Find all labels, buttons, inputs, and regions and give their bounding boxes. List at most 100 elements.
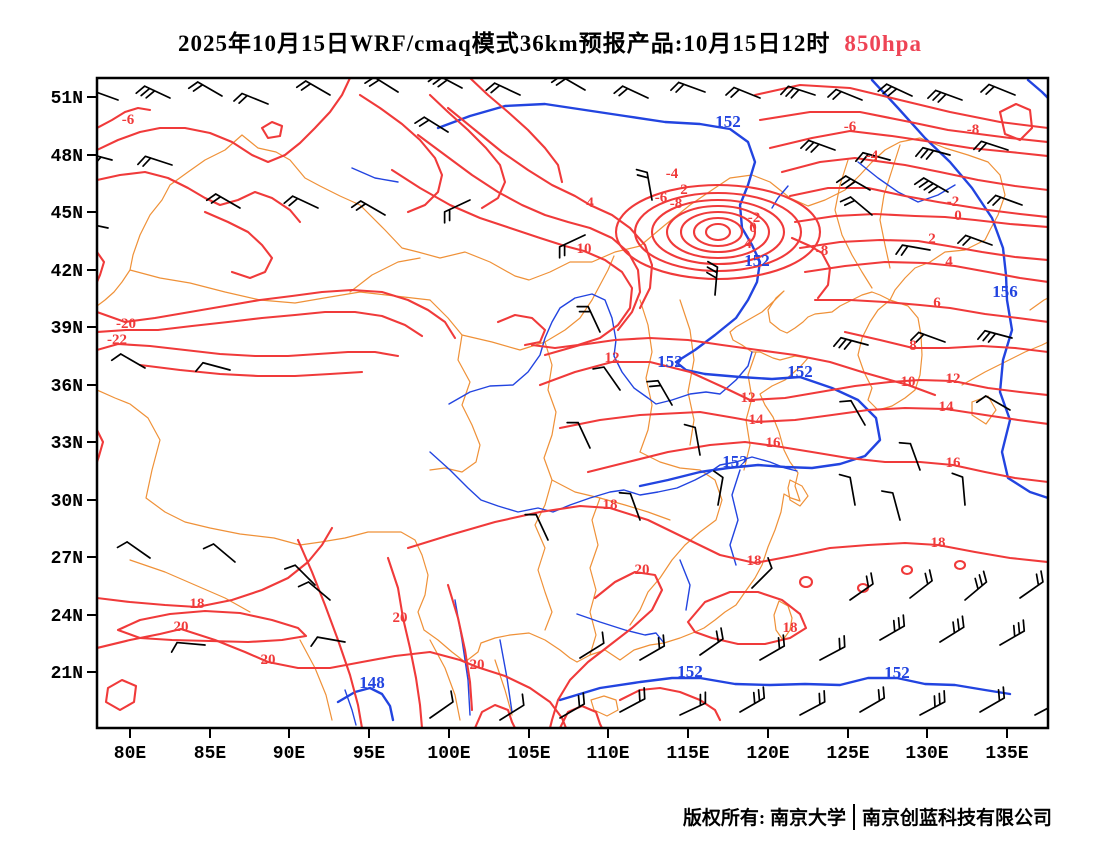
temp-contour-label: 18 <box>783 620 798 636</box>
temp-contour-line <box>446 106 654 310</box>
temp-contour-line <box>614 183 822 281</box>
geo-border-line <box>743 351 757 471</box>
lat-tick-label: 36N <box>51 377 83 397</box>
wind-barb <box>414 116 449 133</box>
wind-barb <box>980 83 1016 96</box>
height-contour-line <box>870 79 1047 499</box>
wind-barb <box>895 244 931 256</box>
wind-barb <box>670 81 706 93</box>
height-contour-line <box>558 676 1012 702</box>
river-line <box>729 469 741 566</box>
lon-tick-label: 85E <box>194 744 227 764</box>
temp-contour-label: -2 <box>947 194 960 210</box>
temp-contour-line <box>116 609 308 644</box>
wind-barb <box>429 690 454 719</box>
wind-barb <box>646 379 673 406</box>
lat-tick-label: 30N <box>51 492 83 512</box>
wind-barb <box>973 140 1009 152</box>
copyright-owner: 版权所有: 南京大学 <box>682 808 846 829</box>
wind-barb <box>295 80 331 96</box>
temp-contour-label: -4 <box>666 166 679 182</box>
temp-contour-label: -6 <box>655 190 668 206</box>
wind-barb <box>205 193 241 209</box>
wind-barb <box>699 627 724 656</box>
wind-barb <box>827 88 863 101</box>
temp-contour-line <box>798 575 814 589</box>
temp-contour-label: 18 <box>931 535 946 551</box>
temp-contour-line <box>692 216 744 248</box>
temp-contour-label: 0 <box>749 220 757 236</box>
geo-border-line <box>589 497 601 656</box>
temp-contour-label: -2 <box>748 210 761 226</box>
lon-tick-label: 80E <box>114 744 147 764</box>
temp-contour-label: 4 <box>945 254 953 270</box>
geo-border-line <box>879 144 901 269</box>
temp-contour-line <box>98 170 302 224</box>
lat-tick-label: 33N <box>51 434 83 454</box>
wind-barb <box>951 472 966 506</box>
temp-contour-line <box>704 222 732 242</box>
wind-barb <box>364 79 399 93</box>
wind-barb <box>635 168 653 201</box>
temp-contour-line <box>758 110 1047 143</box>
geo-border-line <box>576 290 891 663</box>
temp-contour-line <box>953 560 967 570</box>
wind-barb <box>1019 570 1044 599</box>
geo-border-line <box>129 559 251 613</box>
temp-contour-line <box>138 363 364 378</box>
wind-barb <box>310 636 346 647</box>
wind-barb <box>576 305 601 333</box>
wind-barb <box>559 692 586 719</box>
wind-barb <box>443 199 471 224</box>
wind-barb <box>881 490 901 521</box>
temp-contour-label: 2 <box>680 182 688 198</box>
wind-barb <box>137 155 173 167</box>
wind-barb <box>427 79 463 89</box>
wind-barb <box>910 331 946 343</box>
temp-contour-line <box>543 336 937 397</box>
wind-barb <box>706 260 719 296</box>
temp-contour-line <box>798 238 1047 261</box>
height-contour-label: 152 <box>677 662 703 681</box>
wind-barb <box>98 91 119 101</box>
temp-contour-line <box>98 627 567 727</box>
wind-barb <box>566 421 591 449</box>
temp-contour-label: 18 <box>190 596 205 612</box>
lon-tick-label: 135E <box>985 744 1028 764</box>
temp-contour-label: 20 <box>635 562 650 578</box>
lat-tick-label: 39N <box>51 319 83 339</box>
wind-barb <box>725 86 761 99</box>
geo-border-line <box>494 659 513 716</box>
temp-contour-line <box>496 313 547 347</box>
wind-barb <box>915 146 951 160</box>
wind-barb <box>683 423 701 456</box>
temp-contour-label: 20 <box>261 652 276 668</box>
temp-contour-label: 16 <box>946 455 962 471</box>
wind-barb <box>751 557 773 589</box>
geo-border-line <box>679 299 695 446</box>
wind-barb <box>975 395 1011 411</box>
wind-barb <box>977 329 1013 343</box>
wind-barb <box>835 175 871 191</box>
temp-contour-line <box>686 590 808 646</box>
geo-border-line <box>639 299 653 453</box>
temp-contour-line <box>98 310 424 338</box>
lat-tick-label: 24N <box>51 607 83 627</box>
lat-tick-label: 21N <box>51 664 83 684</box>
river-line <box>771 185 789 209</box>
river-line <box>351 167 399 183</box>
temp-contour-line <box>98 526 334 609</box>
temp-contour-label: 10 <box>901 374 916 390</box>
wind-barb <box>919 690 946 716</box>
temp-contour-line <box>650 198 786 266</box>
temp-contour-label: -4 <box>866 148 879 164</box>
lat-tick-label: 48N <box>51 147 83 167</box>
temp-contour-label: -8 <box>967 122 980 138</box>
temp-contour-line <box>768 129 1047 157</box>
lon-tick-label: 130E <box>905 744 948 764</box>
wind-barb <box>1034 707 1047 716</box>
temp-contour-line <box>843 330 1047 353</box>
wind-barb <box>800 139 836 153</box>
wind-barb <box>202 543 236 563</box>
wind-barb <box>639 634 666 661</box>
